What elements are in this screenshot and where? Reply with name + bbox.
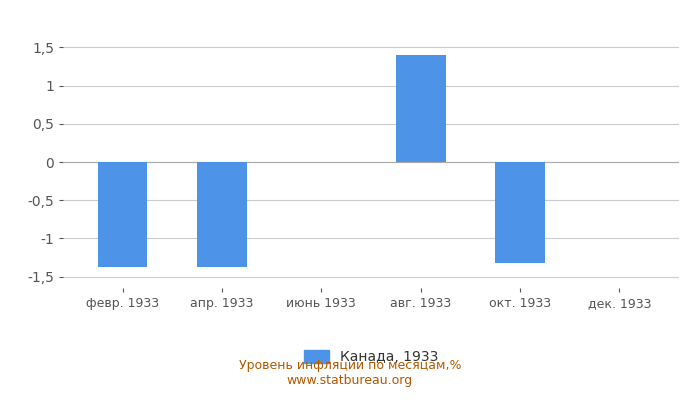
Bar (395, 55, 445, 162)
Legend: Канада, 1933: Канада, 1933 (304, 350, 438, 364)
Bar (98, 162, 148, 267)
Text: Уровень инфляции по месяцам,%: Уровень инфляции по месяцам,% (239, 360, 461, 372)
Bar (495, 162, 545, 263)
Bar (197, 162, 247, 267)
Text: www.statbureau.org: www.statbureau.org (287, 374, 413, 387)
